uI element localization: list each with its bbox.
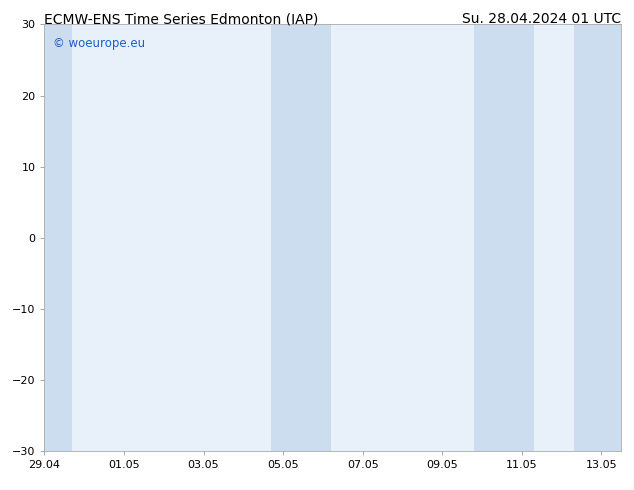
Text: Su. 28.04.2024 01 UTC: Su. 28.04.2024 01 UTC [462,12,621,26]
Bar [271,24,331,451]
Bar [474,24,534,451]
Bar [36,24,72,451]
Text: © woeurope.eu: © woeurope.eu [53,37,145,50]
Text: ECMW-ENS Time Series Edmonton (IAP): ECMW-ENS Time Series Edmonton (IAP) [44,12,319,26]
Bar [574,24,625,451]
